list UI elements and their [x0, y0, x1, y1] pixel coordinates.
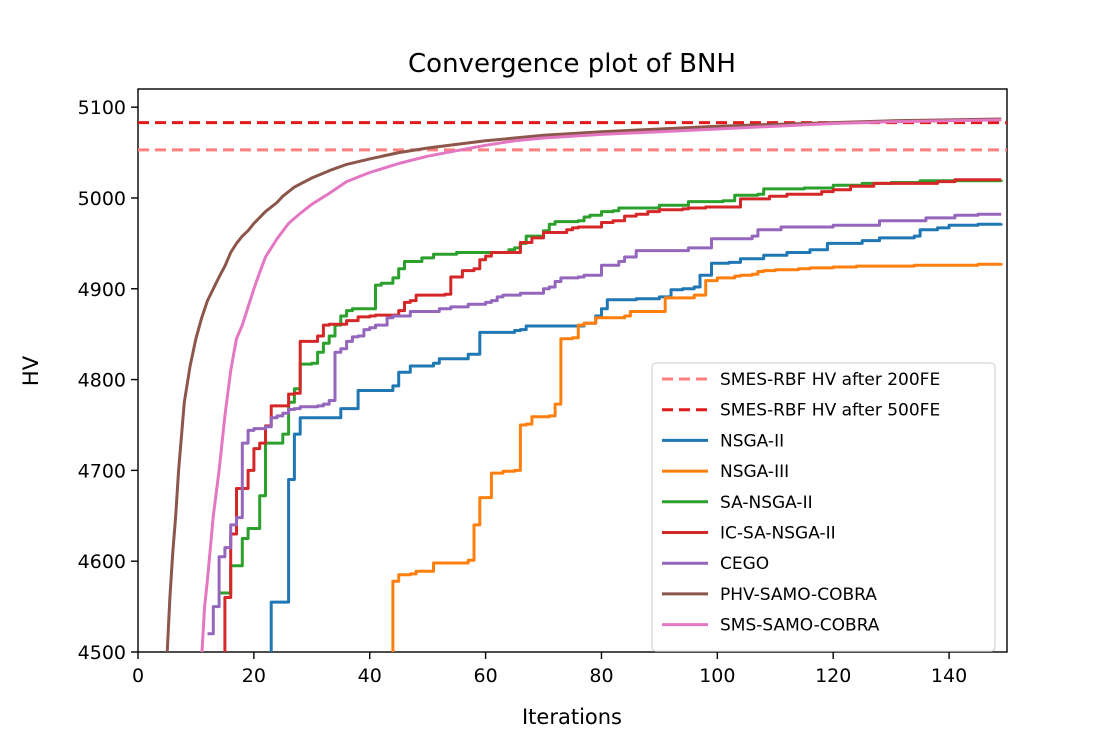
x-tick-label: 20 — [242, 665, 266, 687]
x-tick-label: 80 — [589, 665, 613, 687]
legend-label: NSGA-III — [720, 462, 789, 482]
x-tick-label: 120 — [815, 665, 851, 687]
legend-label: IC-SA-NSGA-II — [720, 524, 836, 544]
x-axis-label: Iterations — [522, 705, 622, 729]
y-tick-label: 4900 — [78, 279, 126, 301]
series-line-nsga-iii — [391, 262, 1003, 652]
legend-label: SMES-RBF HV after 200FE — [720, 370, 940, 390]
y-tick-label: 4700 — [78, 460, 126, 482]
series-layer — [138, 117, 1007, 652]
y-tick-label: 4800 — [78, 370, 126, 392]
legend-label: CEGO — [720, 554, 769, 574]
x-tick-label: 140 — [931, 665, 967, 687]
series-line-nsga-ii — [269, 222, 1003, 652]
x-tick-label: 40 — [358, 665, 382, 687]
legend-label: PHV-SAMO-COBRA — [720, 585, 877, 605]
legend-box — [651, 362, 996, 652]
legend-label: SA-NSGA-II — [720, 493, 813, 513]
y-tick-label: 5100 — [78, 97, 126, 119]
chart-title: Convergence plot of BNH — [408, 49, 736, 79]
plot-frame — [137, 88, 1008, 653]
y-tick-label: 5000 — [78, 188, 126, 210]
x-tick-label: 60 — [474, 665, 498, 687]
y-tick-label: 4600 — [78, 551, 126, 573]
axes-layer: 0 20 40 60 80 100 120 140 4500 4600 4700 4800 4900 50… — [78, 97, 968, 687]
legend-label: NSGA-II — [720, 431, 784, 451]
legend-label: SMES-RBF HV after 500FE — [720, 401, 940, 421]
x-tick-label: 0 — [132, 665, 144, 687]
series-line-ic-sa-nsga-ii — [223, 178, 1002, 652]
y-tick-label: 4500 — [78, 642, 126, 664]
legend-label: SMS-SAMO-COBRA — [720, 616, 880, 636]
x-tick-label: 100 — [699, 665, 735, 687]
series-line-phv-samo-cobra — [165, 117, 1002, 652]
legend: SMES-RBF HV after 200FE SMES-RBF HV after… — [651, 362, 996, 652]
series-line-sa-nsga-ii — [219, 179, 1003, 595]
series-line-cego — [207, 212, 1002, 636]
series-line-sms-samo-cobra — [200, 118, 1002, 652]
y-axis-label: HV — [19, 355, 43, 386]
